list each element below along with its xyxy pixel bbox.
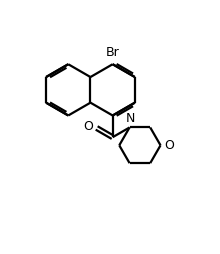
Text: Br: Br <box>106 46 119 59</box>
Text: O: O <box>83 120 93 133</box>
Text: O: O <box>164 139 174 152</box>
Text: N: N <box>126 112 135 125</box>
